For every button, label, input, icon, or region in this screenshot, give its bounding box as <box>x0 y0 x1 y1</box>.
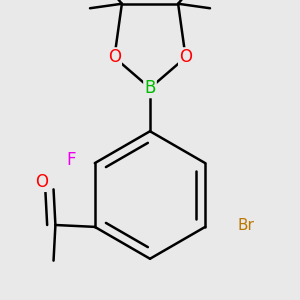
Text: O: O <box>108 48 121 66</box>
Text: B: B <box>144 79 156 97</box>
Text: O: O <box>179 48 192 66</box>
Text: Br: Br <box>237 218 254 233</box>
Text: F: F <box>67 151 76 169</box>
Text: O: O <box>35 173 48 191</box>
